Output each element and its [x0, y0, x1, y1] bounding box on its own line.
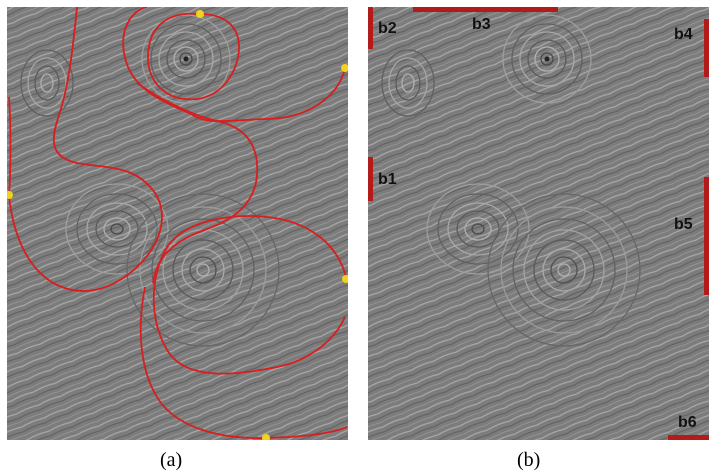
vortex-top-left [20, 49, 74, 117]
vortex-top-right [502, 14, 592, 104]
caption-b: (b) [517, 449, 541, 471]
panel-a [7, 7, 348, 440]
vortices [381, 14, 641, 347]
separatrix-middle [136, 82, 259, 284]
flow-field-a [7, 7, 348, 440]
label-b6: b6 [678, 414, 697, 431]
label-b3: b3 [472, 16, 491, 33]
boundary-point-bottom [262, 434, 270, 440]
panel-b: b1 b2 b3 b4 b5 b6 [368, 7, 709, 440]
separatrix-left [8, 7, 163, 292]
boundary-point-right-lower [342, 275, 348, 283]
label-b1: b1 [378, 171, 397, 188]
separatrix-curves [8, 7, 348, 439]
boundary-segment-b3 [413, 7, 558, 12]
vortex-middle-left [65, 183, 169, 275]
separatrix-edge-left [8, 96, 12, 196]
label-b2: b2 [378, 20, 397, 37]
boundary-segments [368, 7, 709, 440]
vortex-bottom-right [487, 193, 641, 347]
flow-texture [7, 7, 348, 440]
boundary-segment-b6 [668, 435, 709, 440]
boundary-point-right-upper [341, 64, 348, 72]
vortex-top-left [381, 49, 435, 117]
label-b4: b4 [674, 26, 693, 43]
separatrix-bottom-outer [139, 286, 266, 439]
vortex-top-right [141, 14, 231, 104]
separatrix-top [147, 12, 240, 101]
caption-a: (a) [160, 449, 183, 471]
boundary-segment-b1 [368, 157, 373, 201]
label-b5: b5 [674, 216, 693, 233]
boundary-points [7, 10, 348, 440]
separatrix-top-outer [122, 7, 346, 123]
flow-texture [368, 7, 709, 440]
boundary-segment-b5 [704, 177, 709, 295]
separatrix-edge-bottom [264, 426, 348, 439]
boundary-segment-b2 [368, 7, 373, 49]
separatrix-bottom [152, 215, 348, 375]
vortex-middle-left [426, 183, 530, 275]
boundary-segment-b4 [704, 19, 709, 77]
vortices [20, 14, 280, 347]
flow-field-b: b1 b2 b3 b4 b5 b6 [368, 7, 709, 440]
boundary-point-top [196, 10, 204, 18]
boundary-point-left [7, 191, 13, 199]
